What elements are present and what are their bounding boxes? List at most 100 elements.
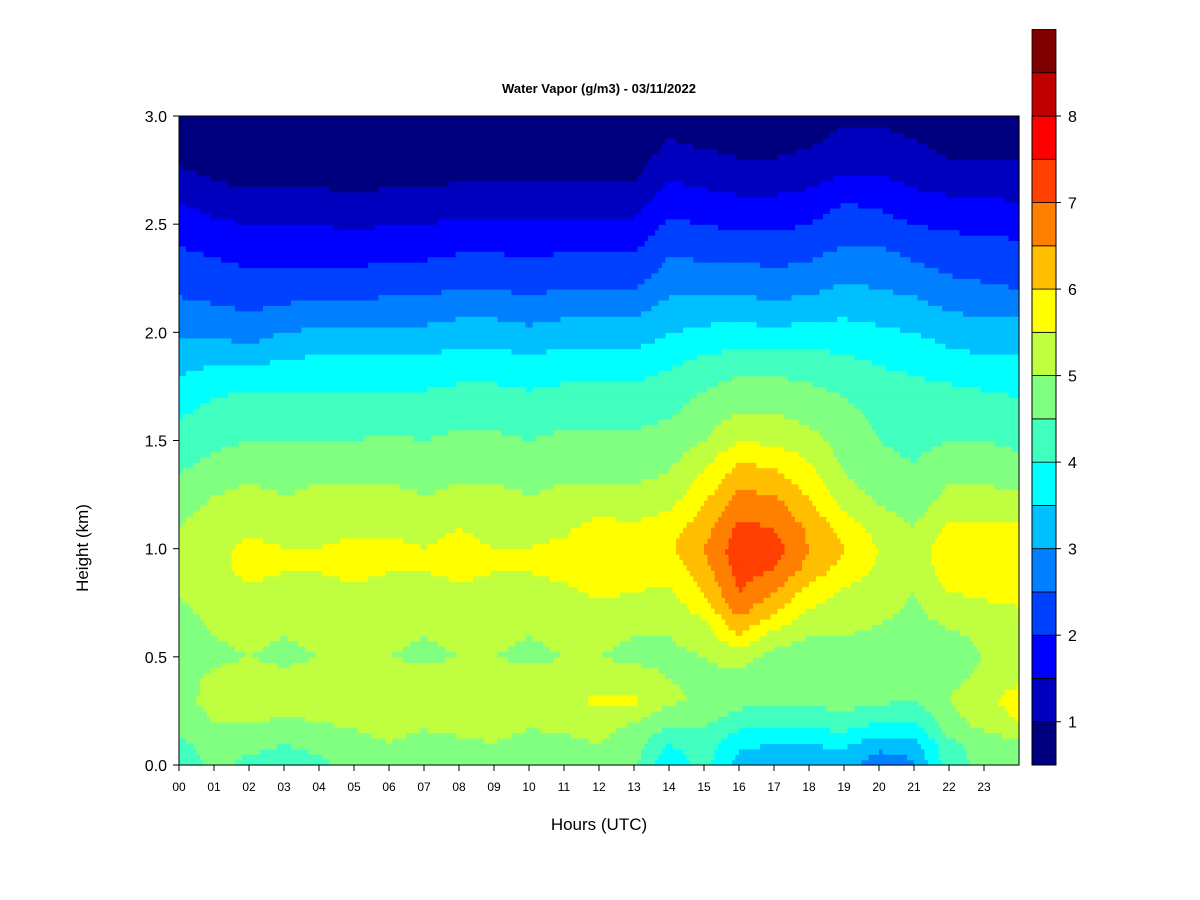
- heatmap-cell: [1008, 716, 1013, 723]
- heatmap-cell: [210, 662, 215, 669]
- heatmap-cell: [805, 710, 810, 717]
- heatmap-cell: [830, 754, 835, 761]
- heatmap-cell: [634, 700, 639, 707]
- heatmap-cell: [501, 759, 506, 766]
- heatmap-cell: [886, 656, 891, 663]
- heatmap-cell: [998, 705, 1003, 712]
- heatmap-cell: [942, 727, 947, 734]
- heatmap-cell: [483, 737, 488, 744]
- heatmap-cell: [812, 667, 817, 674]
- heatmap-cell: [294, 710, 299, 717]
- heatmap-cell: [273, 732, 278, 739]
- heatmap-cell: [879, 678, 884, 685]
- heatmap-cell: [417, 705, 422, 712]
- heatmap-cell: [746, 743, 751, 750]
- heatmap-cell: [235, 754, 240, 761]
- heatmap-cell: [805, 667, 810, 674]
- heatmap-cell: [1008, 737, 1013, 744]
- heatmap-cell: [721, 656, 726, 663]
- heatmap-cell: [581, 673, 586, 680]
- heatmap-cell: [567, 683, 572, 690]
- heatmap-cell: [914, 727, 919, 734]
- heatmap-cell: [301, 754, 306, 761]
- heatmap-cell: [536, 689, 541, 696]
- heatmap-cell: [452, 748, 457, 755]
- heatmap-cell: [291, 743, 296, 750]
- heatmap-cell: [396, 721, 401, 728]
- heatmap-cell: [711, 673, 716, 680]
- heatmap-cell: [865, 705, 870, 712]
- heatmap-cell: [301, 759, 306, 766]
- heatmap-cell: [676, 748, 681, 755]
- heatmap-cell: [406, 748, 411, 755]
- heatmap-cell: [543, 759, 548, 766]
- heatmap-cell: [200, 667, 205, 674]
- heatmap-cell: [655, 716, 660, 723]
- heatmap-cell: [259, 748, 264, 755]
- heatmap-cell: [840, 678, 845, 685]
- heatmap-cell: [588, 727, 593, 734]
- heatmap-cell: [599, 716, 604, 723]
- heatmap-cell: [322, 700, 327, 707]
- heatmap-cell: [287, 732, 292, 739]
- heatmap-cell: [868, 737, 873, 744]
- heatmap-cell: [749, 689, 754, 696]
- heatmap-cell: [914, 656, 919, 663]
- heatmap-cell: [235, 710, 240, 717]
- heatmap-cell: [179, 651, 184, 658]
- heatmap-cell: [777, 705, 782, 712]
- heatmap-cell: [886, 727, 891, 734]
- heatmap-cell: [788, 700, 793, 707]
- heatmap-cell: [910, 743, 915, 750]
- heatmap-cell: [424, 656, 429, 663]
- heatmap-cell: [770, 662, 775, 669]
- heatmap-cell: [347, 700, 352, 707]
- heatmap-cell: [315, 737, 320, 744]
- heatmap-cell: [921, 667, 926, 674]
- heatmap-cell: [298, 656, 303, 663]
- heatmap-cell: [410, 721, 415, 728]
- heatmap-cell: [826, 678, 831, 685]
- heatmap-cell: [511, 737, 516, 744]
- heatmap-cell: [354, 743, 359, 750]
- heatmap-cell: [977, 732, 982, 739]
- heatmap-cell: [256, 689, 261, 696]
- heatmap-cell: [424, 737, 429, 744]
- heatmap-cell: [1015, 721, 1020, 728]
- heatmap-cell: [634, 667, 639, 674]
- heatmap-cell: [1015, 732, 1020, 739]
- heatmap-cell: [585, 705, 590, 712]
- heatmap-cell: [658, 721, 663, 728]
- heatmap-cell: [665, 689, 670, 696]
- heatmap-cell: [284, 721, 289, 728]
- heatmap-cell: [203, 673, 208, 680]
- heatmap-cell: [984, 737, 989, 744]
- heatmap-cell: [616, 700, 621, 707]
- heatmap-cell: [865, 673, 870, 680]
- heatmap-cell: [599, 727, 604, 734]
- heatmap-cell: [648, 651, 653, 658]
- heatmap-cell: [945, 732, 950, 739]
- heatmap-cell: [651, 743, 656, 750]
- heatmap-cell: [455, 737, 460, 744]
- heatmap-cell: [354, 748, 359, 755]
- heatmap-cell: [280, 721, 285, 728]
- heatmap-cell: [441, 683, 446, 690]
- heatmap-cell: [326, 743, 331, 750]
- heatmap-cell: [959, 759, 964, 766]
- heatmap-cell: [840, 651, 845, 658]
- heatmap-cell: [585, 727, 590, 734]
- heatmap-cell: [956, 683, 961, 690]
- heatmap-cell: [613, 727, 618, 734]
- heatmap-cell: [231, 689, 236, 696]
- heatmap-cell: [770, 727, 775, 734]
- heatmap-cell: [532, 700, 537, 707]
- heatmap-cell: [802, 705, 807, 712]
- heatmap-cell: [434, 651, 439, 658]
- heatmap-cell: [847, 683, 852, 690]
- heatmap-cell: [634, 656, 639, 663]
- heatmap-cell: [585, 667, 590, 674]
- heatmap-cell: [886, 732, 891, 739]
- heatmap-cell: [529, 678, 534, 685]
- heatmap-cell: [753, 754, 758, 761]
